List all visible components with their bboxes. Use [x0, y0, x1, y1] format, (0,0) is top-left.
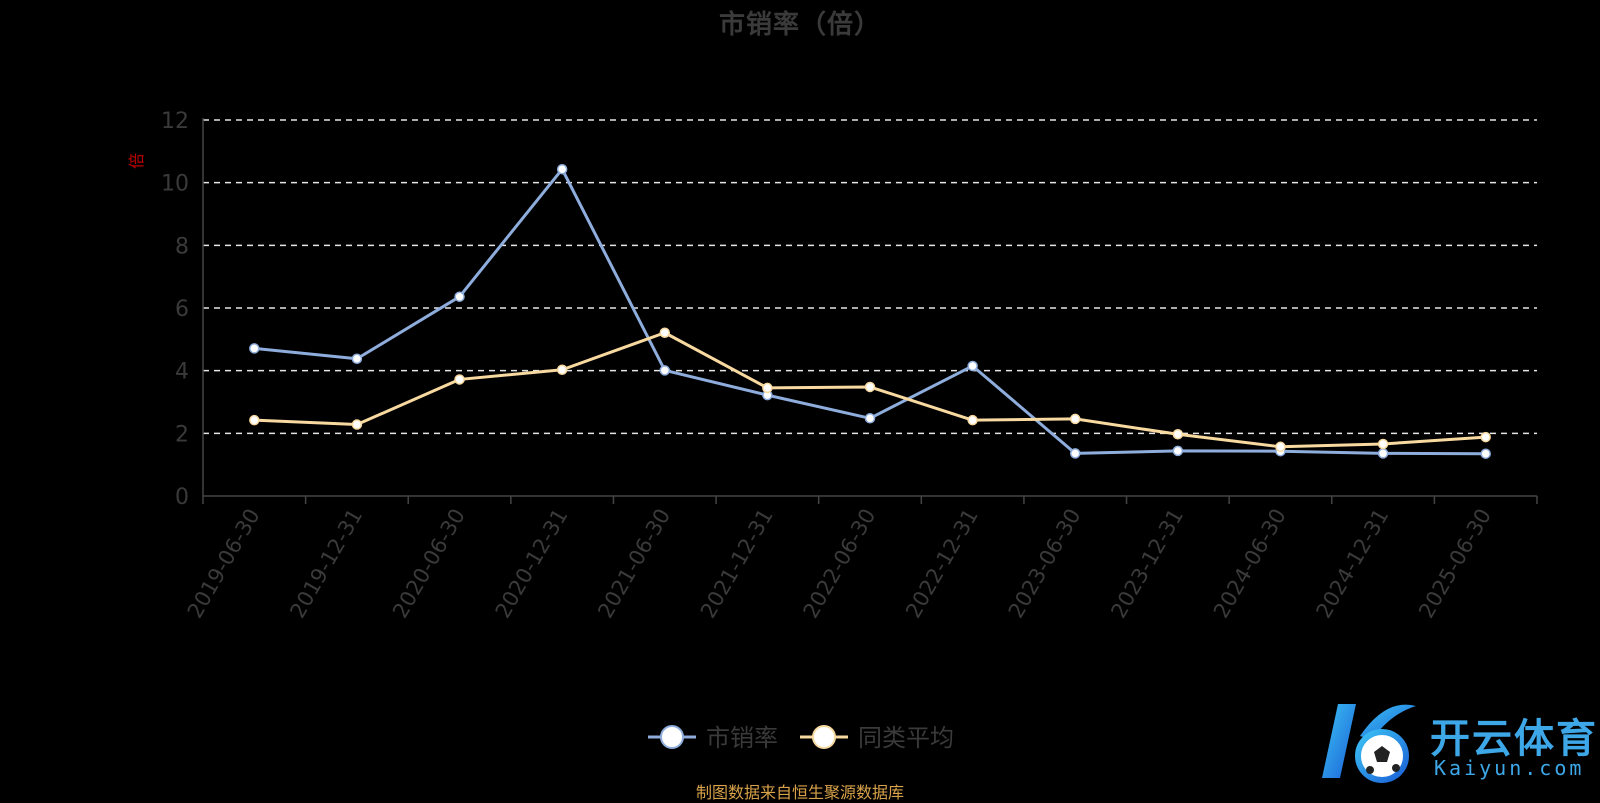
data-point — [1172, 445, 1184, 457]
data-point — [351, 353, 363, 365]
x-tick-label: 2024-06-30 — [1209, 505, 1291, 623]
data-point — [1480, 431, 1491, 443]
data-point — [967, 360, 978, 372]
y-tick-label: 6 — [175, 297, 189, 322]
y-tick-label: 0 — [175, 485, 189, 510]
y-tick-label: 2 — [175, 422, 189, 447]
x-tick-label: 2020-12-31 — [491, 505, 573, 623]
x-tick-label: 2021-12-31 — [696, 505, 778, 623]
x-tick-label: 2025-06-30 — [1414, 505, 1496, 623]
x-tick-label: 2022-12-31 — [901, 505, 983, 623]
data-point — [249, 343, 260, 354]
axes: 0 2 4 6 8 10 12 倍 2019-06-30 2019-12-31 2020-06-30… — [127, 109, 1538, 623]
x-tick-label: 2021-06-30 — [593, 505, 675, 623]
x-tick-label: 2023-12-31 — [1106, 505, 1188, 623]
data-point — [659, 327, 671, 339]
y-tick-label: 12 — [161, 109, 189, 134]
x-tick-label: 2022-06-30 — [799, 505, 881, 623]
data-point — [659, 365, 671, 376]
y-tick-label: 8 — [175, 234, 189, 259]
y-axis-label: 倍 — [127, 153, 146, 169]
x-tick-label: 2024-12-31 — [1312, 505, 1394, 623]
grid-lines — [203, 119, 1537, 435]
kaiyun-soccer-logo-icon — [1322, 704, 1416, 783]
data-point — [454, 374, 465, 385]
data-point — [556, 163, 568, 175]
data-point — [864, 413, 876, 424]
brand-logo[interactable]: 开云体育 Kaiyun.com — [1316, 696, 1600, 792]
data-point — [351, 419, 363, 430]
legend-marker — [812, 725, 836, 749]
logo-text-cn: 开云体育 — [1430, 716, 1598, 762]
series-lines — [249, 163, 1491, 459]
x-tick-label: 2023-06-30 — [1004, 505, 1086, 623]
data-point — [1069, 413, 1081, 425]
legend: 市销率 同类平均 — [648, 724, 954, 752]
data-point — [556, 364, 568, 375]
data-point — [249, 414, 260, 426]
chart-title: 市销率（倍） — [718, 10, 881, 40]
data-point — [1069, 448, 1081, 459]
y-tick-label: 4 — [175, 360, 189, 385]
data-point — [454, 291, 465, 302]
logo-text-en: Kaiyun.com — [1434, 756, 1585, 780]
data-point — [1377, 448, 1389, 459]
y-tick-label: 10 — [161, 172, 189, 197]
data-point — [967, 414, 978, 426]
legend-label: 同类平均 — [858, 724, 954, 752]
x-tick-label: 2019-12-31 — [285, 505, 367, 623]
legend-label: 市销率 — [706, 724, 778, 752]
series-line-0 — [254, 167, 1486, 456]
data-point — [864, 381, 876, 393]
data-point — [1377, 438, 1389, 450]
x-tick-label: 2020-06-30 — [388, 505, 470, 623]
source-note: 制图数据来自恒生聚源数据库 — [695, 783, 904, 802]
data-point — [1275, 441, 1286, 453]
data-point — [762, 382, 773, 394]
data-point — [1172, 429, 1184, 440]
x-tick-label: 2019-06-30 — [183, 505, 265, 623]
legend-marker — [660, 725, 684, 749]
data-point — [1480, 448, 1491, 459]
